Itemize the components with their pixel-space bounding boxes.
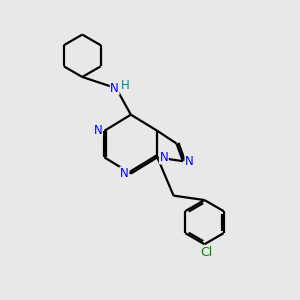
Text: N: N [120, 167, 129, 180]
Text: H: H [121, 79, 129, 92]
Text: N: N [185, 155, 194, 168]
Text: N: N [94, 124, 102, 137]
Text: Cl: Cl [200, 246, 212, 259]
Text: N: N [160, 151, 168, 164]
Text: N: N [110, 82, 119, 95]
